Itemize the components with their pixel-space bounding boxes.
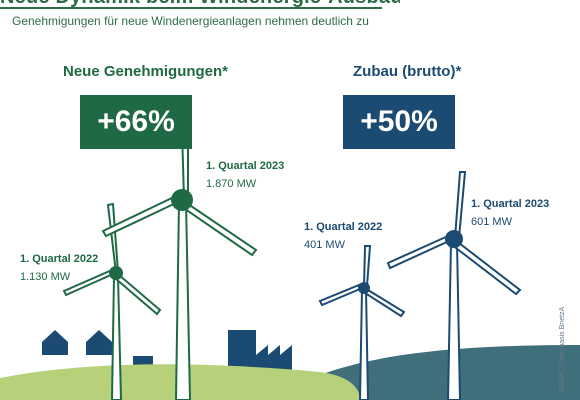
approvals-heading: Neue Genehmigungen* [63,63,229,80]
additions-heading: Zubau (brutto)* [353,63,462,80]
approvals-q2023-period: 1. Quartal 2023 [206,160,285,172]
additions-change-badge: +50% [343,95,455,149]
additions-q2023-period: 1. Quartal 2023 [471,198,550,210]
approvals-q2023-label: 1. Quartal 2023 1.870 MW [206,157,284,193]
title-underline [0,7,382,9]
house-left [42,330,68,355]
house-middle [86,330,112,355]
approvals-q2022-value: 1.130 MW [20,271,71,283]
turbine-blue-large [386,171,522,400]
page-subtitle: Genehmigungen für neue Windenergieanlage… [12,14,369,28]
turbine-green-small [62,202,162,400]
title-band: Neue Dynamik beim Windenergie-Ausbau an … [0,0,400,14]
factory [228,330,292,378]
turbine-blue-small [318,245,406,400]
approvals-q2023-value: 1.870 MW [206,178,257,190]
additions-q2022-period: 1. Quartal 2022 [304,221,383,233]
approvals-q2022-label: 1. Quartal 2022 1.130 MW [20,250,98,286]
page-title: Neue Dynamik beim Windenergie-Ausbau an … [0,0,400,8]
approvals-q2022-period: 1. Quartal 2022 [20,253,99,265]
additions-q2022-label: 1. Quartal 2022 401 MW [304,218,382,254]
additions-q2023-label: 1. Quartal 2023 601 MW [471,195,549,231]
additions-q2023-value: 601 MW [471,216,512,228]
approvals-change-badge: +66% [80,95,192,149]
source-note: BMWK, Datenbasis BnetzA [559,306,566,392]
additions-q2022-value: 401 MW [304,239,345,251]
